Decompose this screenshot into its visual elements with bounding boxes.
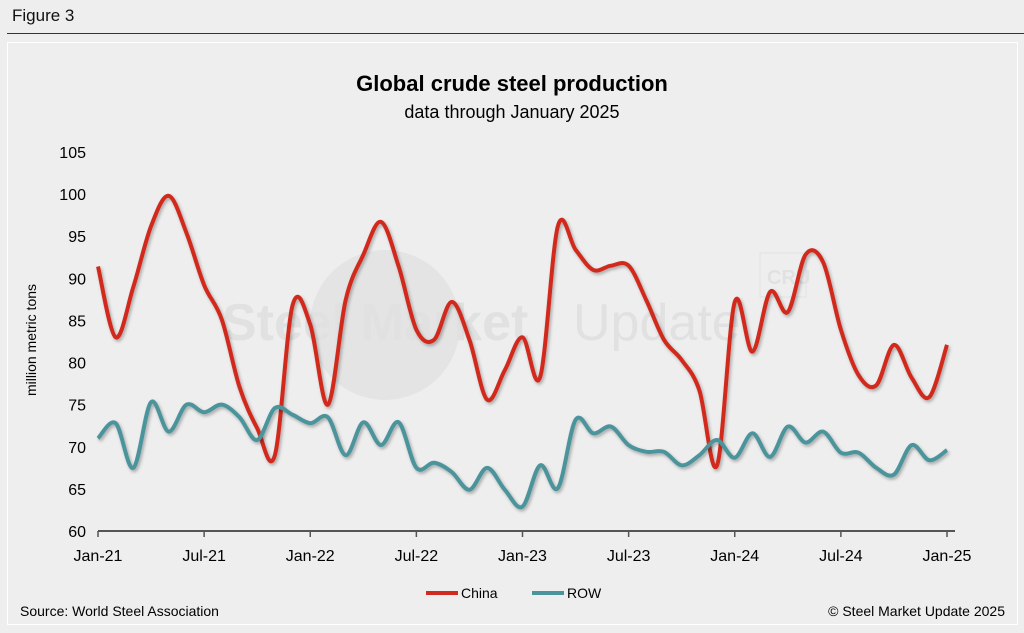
watermark-brand-bold: Steel Market (222, 294, 528, 352)
x-tick-label: Jul-24 (819, 548, 863, 565)
y-tick-label: 60 (68, 524, 86, 541)
x-tick-label: Jan-21 (74, 548, 123, 565)
legend: China ROW (426, 585, 602, 601)
x-tick-label: Jan-24 (710, 548, 759, 565)
y-tick-label: 105 (59, 145, 86, 162)
series-line-china (96, 193, 949, 470)
legend-label-row: ROW (567, 585, 602, 601)
chart-title: Global crude steel production (356, 71, 668, 96)
y-tick-label: 70 (68, 440, 86, 457)
figure-label: Figure 3 (12, 6, 75, 25)
y-axis-label: million metric tons (23, 284, 39, 396)
x-tick-label: Jul-22 (395, 548, 439, 565)
y-tick-label: 85 (68, 313, 86, 330)
y-tick-label: 75 (68, 398, 86, 415)
copyright-note: © Steel Market Update 2025 (828, 603, 1005, 619)
y-tick-label: 95 (68, 229, 86, 246)
chart-subtitle: data through January 2025 (404, 102, 619, 122)
x-tick-label: Jan-25 (923, 548, 972, 565)
source-note: Source: World Steel Association (20, 603, 219, 619)
legend-label-china: China (461, 585, 498, 601)
y-tick-label: 65 (68, 482, 86, 499)
y-tick-label: 100 (59, 187, 86, 204)
x-tick-label: Jul-21 (182, 548, 226, 565)
x-tick-label: Jan-22 (286, 548, 335, 565)
figure-divider (7, 33, 1024, 34)
x-tick-label: Jan-23 (498, 548, 547, 565)
series-line-row (96, 399, 949, 510)
y-tick-label: 80 (68, 356, 86, 373)
watermark-badge: CRU (767, 267, 810, 289)
x-tick-label: Jul-23 (607, 548, 651, 565)
y-tick-label: 90 (68, 271, 86, 288)
chart-panel (7, 42, 1018, 625)
